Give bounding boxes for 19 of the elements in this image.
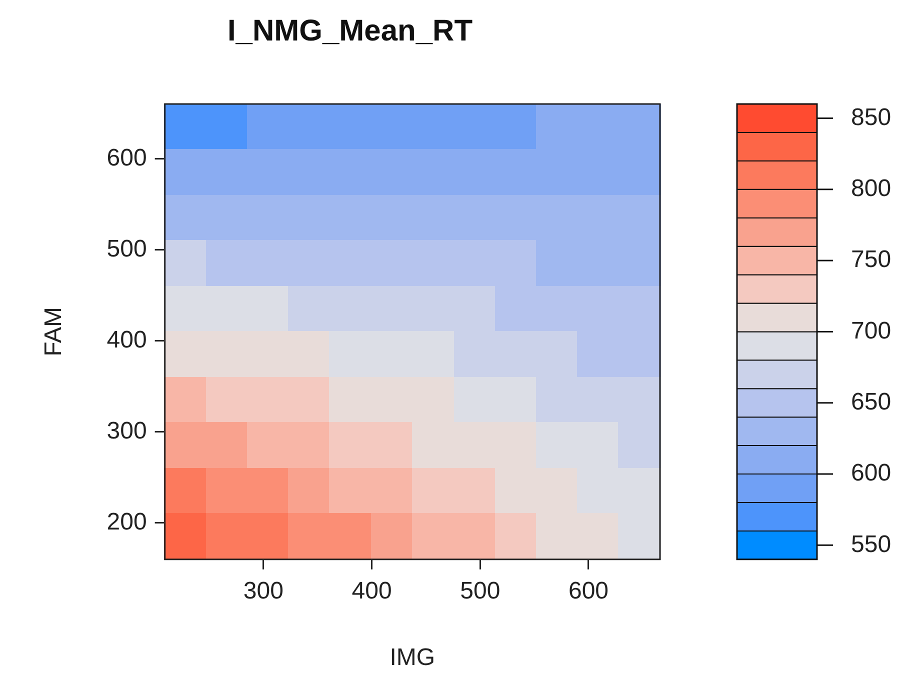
- y-tick-label: 500: [106, 235, 147, 262]
- color-bar-label: 650: [851, 388, 892, 416]
- x-tick-label: 400: [352, 577, 392, 604]
- color-bar-label: 850: [851, 104, 892, 131]
- color-bar-label: 750: [851, 246, 892, 274]
- x-tick-label: 500: [460, 577, 500, 604]
- x-tick-label: 600: [568, 577, 609, 604]
- y-tick-label: 600: [106, 144, 147, 172]
- color-bar-label: 800: [851, 175, 892, 202]
- chart-title: I_NMG_Mean_RT: [227, 14, 473, 48]
- color-bar-label: 600: [851, 460, 892, 487]
- color-bar-label: 700: [851, 317, 892, 344]
- y-tick-label: 300: [106, 418, 147, 445]
- y-tick-label: 200: [106, 508, 147, 536]
- y-axis-title: FAM: [40, 307, 68, 356]
- x-axis-title: IMG: [390, 644, 436, 672]
- y-tick-label: 400: [106, 326, 147, 354]
- color-bar-label: 550: [851, 530, 892, 558]
- x-tick-label: 300: [243, 577, 284, 604]
